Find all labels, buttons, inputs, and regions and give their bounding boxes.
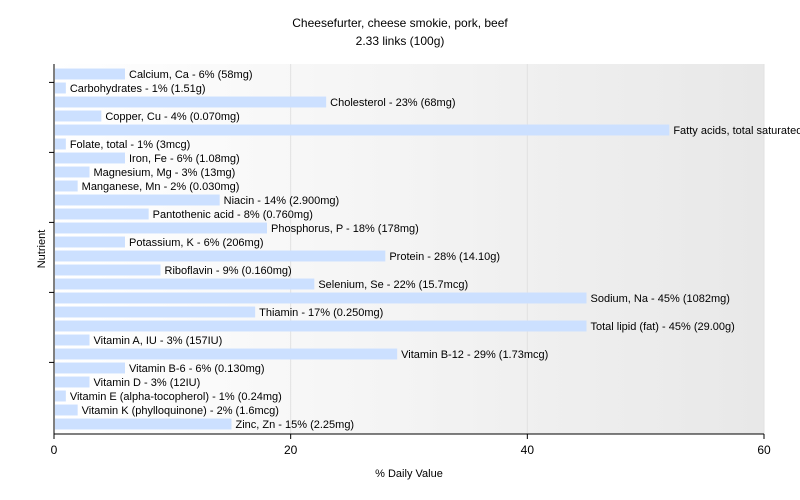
x-tick-label: 0 (51, 443, 58, 457)
bar-label: Iron, Fe - 6% (1.08mg) (129, 153, 240, 165)
bar (55, 222, 267, 234)
y-ticks (49, 81, 54, 363)
bar (55, 166, 90, 178)
bar (55, 82, 66, 94)
bar-label: Riboflavin - 9% (0.160mg) (165, 265, 292, 277)
bar-label: Fatty acids, total saturated - 52% (10.4… (673, 125, 800, 137)
bar (55, 334, 90, 346)
chart-subtitle: 2.33 links (100g) (356, 34, 445, 48)
bar (55, 278, 315, 290)
bar (55, 362, 125, 374)
bar-label: Thiamin - 17% (0.250mg) (259, 307, 383, 319)
bar (55, 418, 232, 430)
bar-label: Potassium, K - 6% (206mg) (129, 237, 264, 249)
x-tick-label: 40 (521, 443, 535, 457)
bar (55, 68, 125, 80)
bar-label: Sodium, Na - 45% (1082mg) (591, 293, 730, 305)
bar (55, 124, 670, 136)
bar-label: Cholesterol - 23% (68mg) (330, 97, 455, 109)
bar-label: Selenium, Se - 22% (15.7mcg) (318, 279, 468, 291)
bar-label: Vitamin A, IU - 3% (157IU) (94, 335, 223, 347)
bar (55, 390, 66, 402)
bar-label: Zinc, Zn - 15% (2.25mg) (236, 419, 355, 431)
x-axis-label: % Daily Value (375, 468, 443, 480)
y-axis-label: Nutrient (36, 230, 48, 269)
bar-labels: Calcium, Ca - 6% (58mg) Carbohydrates - 1… (70, 69, 800, 431)
bar (55, 180, 78, 192)
bar (55, 110, 102, 122)
x-tick-label: 60 (757, 443, 771, 457)
bar-label: Vitamin B-12 - 29% (1.73mcg) (401, 349, 548, 361)
chart-title: Cheesefurter, cheese smokie, pork, beef (292, 16, 508, 30)
axes (53, 64, 764, 435)
bar (55, 348, 398, 360)
x-ticks: 0 20 40 60 (51, 434, 771, 457)
bar-label: Protein - 28% (14.10g) (389, 251, 500, 263)
bar-label: Magnesium, Mg - 3% (13mg) (94, 167, 236, 179)
bar (55, 138, 66, 150)
bar-label: Manganese, Mn - 2% (0.030mg) (82, 181, 240, 193)
bar-label: Folate, total - 1% (3mcg) (70, 139, 190, 151)
bar (55, 264, 161, 276)
bar (55, 152, 125, 164)
bar (55, 404, 78, 416)
bar (55, 376, 90, 388)
bar (55, 208, 149, 220)
bar (55, 292, 587, 304)
bar (55, 320, 587, 332)
bar (55, 96, 327, 108)
bar-label: Total lipid (fat) - 45% (29.00g) (591, 321, 735, 333)
bars (55, 68, 670, 430)
bar (55, 236, 125, 248)
bar (55, 194, 220, 206)
bar-label: Vitamin E (alpha-tocopherol) - 1% (0.24m… (70, 391, 282, 403)
bar (55, 306, 256, 318)
bar-label: Pantothenic acid - 8% (0.760mg) (153, 209, 313, 221)
bar-label: Niacin - 14% (2.900mg) (224, 195, 340, 207)
bar-label: Vitamin K (phylloquinone) - 2% (1.6mcg) (82, 405, 279, 417)
bar-label: Vitamin B-6 - 6% (0.130mg) (129, 363, 265, 375)
bar-label: Carbohydrates - 1% (1.51g) (70, 83, 206, 95)
bar-label: Calcium, Ca - 6% (58mg) (129, 69, 252, 81)
x-tick-label: 20 (284, 443, 298, 457)
bar-label: Vitamin D - 3% (12IU) (94, 377, 201, 389)
bar-label: Copper, Cu - 4% (0.070mg) (105, 111, 240, 123)
bar-label: Phosphorus, P - 18% (178mg) (271, 223, 419, 235)
bar (55, 250, 386, 262)
